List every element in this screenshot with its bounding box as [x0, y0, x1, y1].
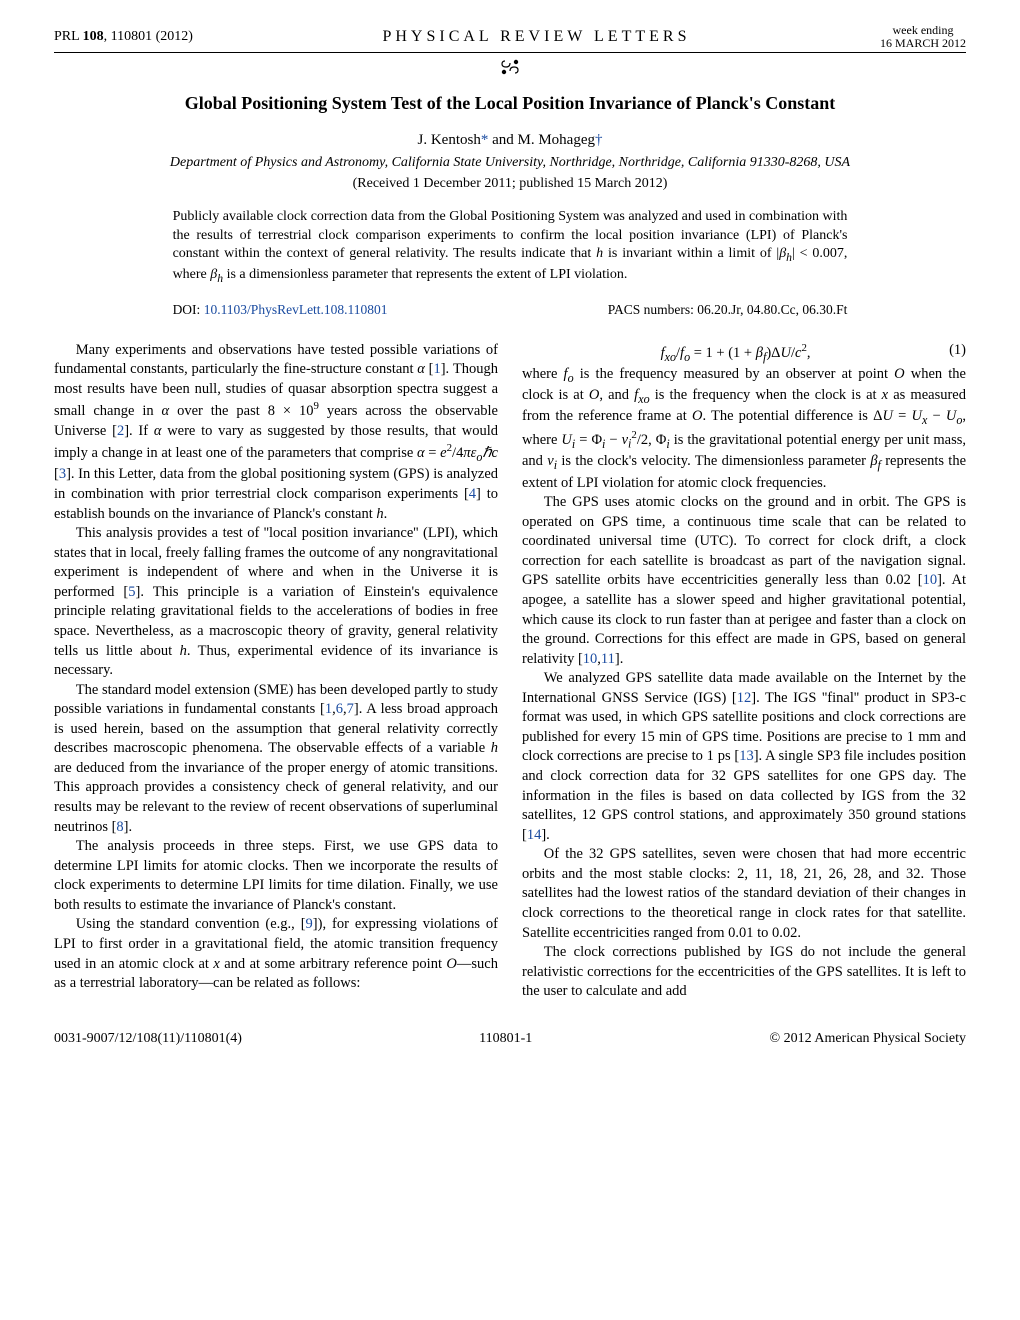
body-paragraph: Of the 32 GPS satellites, seven were cho… — [522, 845, 966, 943]
citation-link[interactable]: 12 — [737, 690, 752, 706]
citation-link[interactable]: 4 — [469, 486, 476, 502]
body-paragraph: where fo is the frequency measured by an… — [522, 365, 966, 493]
citation-link[interactable]: 10 — [923, 572, 938, 588]
citation-link[interactable]: 1 — [325, 701, 332, 717]
pacs: PACS numbers: 06.20.Jr, 04.80.Cc, 06.30.… — [608, 301, 848, 319]
received-published: (Received 1 December 2011; published 15 … — [54, 175, 966, 194]
affiliation: Department of Physics and Astronomy, Cal… — [54, 154, 966, 173]
citation-link[interactable]: 1 — [433, 361, 440, 377]
article-title: Global Positioning System Test of the Lo… — [54, 91, 966, 115]
meta-row: DOI: 10.1103/PhysRevLett.108.110801 PACS… — [173, 301, 848, 319]
section-ornament-icon — [54, 57, 966, 85]
equation-1: fxo/fo = 1 + (1 + βf)ΔU/c2,(1) — [522, 341, 966, 365]
body-paragraph: The GPS uses atomic clocks on the ground… — [522, 493, 966, 669]
citation-link[interactable]: 5 — [128, 584, 135, 600]
footer-center: 110801-1 — [479, 1030, 532, 1049]
running-header: PRL 108, 110801 (2012) PHYSICAL REVIEW L… — [54, 24, 966, 53]
header-prl: PRL 108, 110801 (2012) — [54, 28, 193, 47]
body-paragraph: This analysis provides a test of ''local… — [54, 524, 498, 681]
body-paragraph: The standard model extension (SME) has b… — [54, 681, 498, 838]
body-paragraph: The analysis proceeds in three steps. Fi… — [54, 837, 498, 915]
citation-link[interactable]: 7 — [347, 701, 354, 717]
citation-link[interactable]: 10 — [583, 651, 598, 667]
footer-left: 0031-9007/12/108(11)/110801(4) — [54, 1030, 242, 1049]
citation-link[interactable]: 3 — [59, 466, 66, 482]
citation-link[interactable]: 6 — [336, 701, 343, 717]
citation-link[interactable]: 14 — [527, 827, 542, 843]
citation-link[interactable]: 2 — [117, 423, 124, 439]
header-journal: PHYSICAL REVIEW LETTERS — [193, 26, 880, 48]
body-paragraph: Many experiments and observations have t… — [54, 341, 498, 524]
footer-right: © 2012 American Physical Society — [769, 1030, 966, 1049]
citation-link[interactable]: 13 — [739, 748, 754, 764]
week-ending-label: week ending — [893, 23, 954, 37]
doi-label: DOI: — [173, 302, 204, 317]
header-date-text: 16 MARCH 2012 — [880, 36, 966, 50]
body-columns: Many experiments and observations have t… — [54, 341, 966, 1002]
body-paragraph: The clock corrections published by IGS d… — [522, 943, 966, 1002]
equation-number: (1) — [949, 341, 966, 361]
header-date: week ending 16 MARCH 2012 — [880, 24, 966, 50]
doi: DOI: 10.1103/PhysRevLett.108.110801 — [173, 301, 388, 319]
author-footnote-link[interactable]: * — [481, 132, 489, 148]
doi-link[interactable]: 10.1103/PhysRevLett.108.110801 — [204, 302, 388, 317]
author-footnote-link-2[interactable]: † — [595, 132, 603, 148]
citation-link[interactable]: 9 — [306, 916, 313, 932]
page-footer: 0031-9007/12/108(11)/110801(4) 110801-1 … — [54, 1030, 966, 1049]
abstract: Publicly available clock correction data… — [173, 208, 848, 287]
authors: J. Kentosh* and M. Mohageg† — [54, 130, 966, 150]
body-paragraph: We analyzed GPS satellite data made avai… — [522, 669, 966, 845]
citation-link[interactable]: 11 — [601, 651, 615, 667]
citation-link[interactable]: 8 — [116, 819, 123, 835]
body-paragraph: Using the standard convention (e.g., [9]… — [54, 915, 498, 993]
